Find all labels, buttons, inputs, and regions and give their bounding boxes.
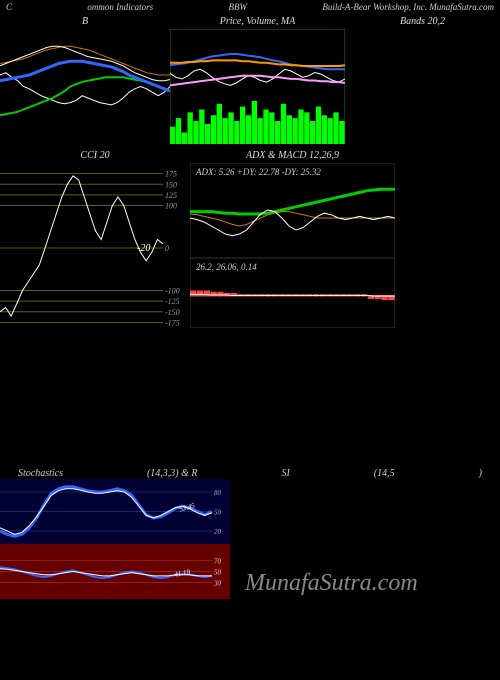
chart-stoch: 20508052.45 [0,479,230,544]
svg-text:50: 50 [214,569,222,577]
svg-text:-175: -175 [165,318,180,327]
svg-text:-20: -20 [137,243,150,254]
price-title: Price, Volume, MA [170,14,345,29]
hdr-right: Build-A-Bear Workshop, Inc. MunafaSutra.… [322,2,494,12]
svg-text:-100: -100 [165,287,180,296]
svg-text:70: 70 [214,558,222,566]
chart-rsi: 30507041.19 [0,544,230,599]
panel-price: Price, Volume, MA [170,14,345,144]
svg-text:26.2, 26.06, 0.14: 26.2, 26.06, 0.14 [196,262,257,272]
svg-text:-125: -125 [165,297,180,306]
svg-text:100: 100 [165,202,177,211]
chart-macd: 26.2, 26.06, 0.14 [190,258,395,328]
hdr-left: C [6,2,12,12]
stoch-title-mid: (14,3,3) & R [147,468,198,479]
svg-text:-150: -150 [165,308,180,317]
svg-text:50: 50 [214,509,222,517]
hdr-mid1: ommon Indicators [87,2,153,12]
svg-text:0: 0 [165,244,169,253]
svg-text:175: 175 [165,170,177,179]
stoch-title-left: Stochastics [18,468,63,479]
cci-title: CCI 20 [0,148,190,163]
chart-cci: 175150 125 100 0 -100-125 -150-175 -20 [0,163,185,333]
spacer [0,333,500,468]
svg-text:20: 20 [214,528,222,536]
hdr-mid2: BBW [228,2,247,12]
svg-text:125: 125 [165,191,177,200]
stoch-header: Stochastics (14,3,3) & R SI (14,5 ) [0,468,500,479]
bb-title: B [0,14,170,29]
adx-title: ADX & MACD 12,26,9 [190,148,395,163]
chart-price [170,29,345,144]
svg-text:30: 30 [213,580,222,588]
svg-text:80: 80 [214,489,222,497]
panel-stoch: 20508052.45 [0,479,500,544]
stoch-title-right: (14,5 [374,468,395,479]
stoch-title-si: SI [281,468,289,479]
page-header: C ommon Indicators BBW Build-A-Bear Work… [0,0,500,14]
chart-adx: ADX: 5.26 +DY: 22.78 -DY: 25.32 [190,163,395,258]
svg-text:ADX: 5.26 +DY: 22.78 -DY:: ADX: 5.26 +DY: 22.78 -DY: 25.32 [195,167,321,177]
bands-title: Bands 20,2 [345,14,500,29]
panel-bands: Bands 20,2 [345,14,500,144]
panel-adx-macd: ADX & MACD 12,26,9 ADX: 5.26 +DY: 22.78 … [190,148,395,333]
watermark: MunafaSutra.com [245,570,418,597]
svg-text:150: 150 [165,180,177,189]
stoch-title-end: ) [479,468,482,479]
panel-bb: B [0,14,170,144]
chart-bb [0,29,170,144]
panel-cci: CCI 20 175150 125 100 0 -100-125 -150-175 -20 [0,148,190,333]
